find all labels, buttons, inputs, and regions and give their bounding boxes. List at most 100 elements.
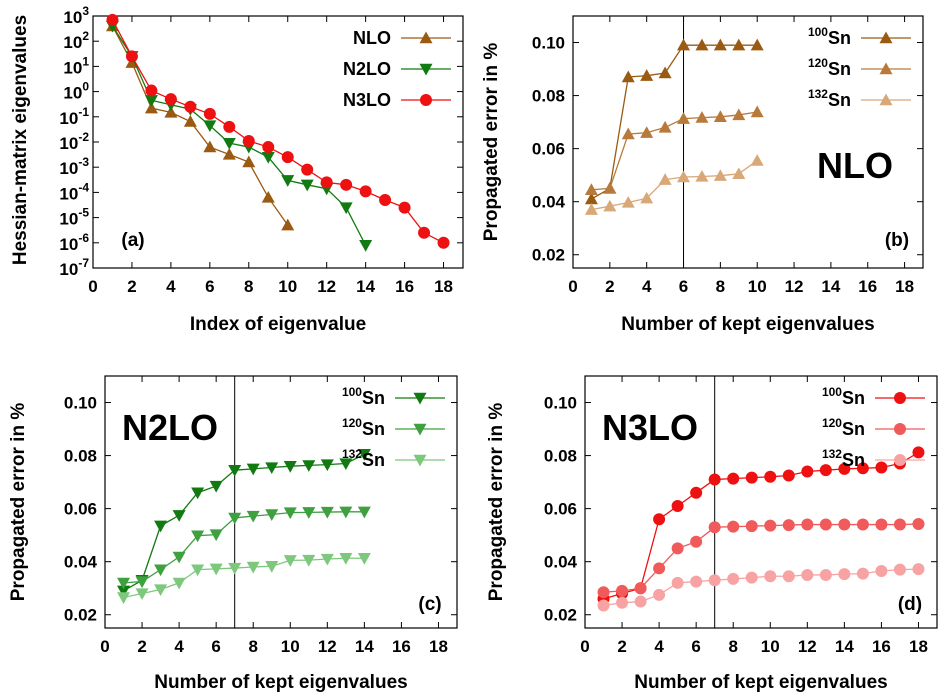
- data-point: [209, 529, 223, 542]
- data-point: [357, 449, 371, 461]
- y-tick-label: 0.04: [532, 193, 566, 212]
- legend-marker: [419, 63, 433, 76]
- series-N3LO: [106, 13, 450, 249]
- y-tick-label: 103: [63, 4, 89, 27]
- legend-label: N3LO: [343, 90, 391, 110]
- x-tick-label: 16: [872, 637, 891, 656]
- legend: 100Sn 120Sn 132Sn: [342, 385, 445, 470]
- chart-panel-3: 0 2 4 6 8 10 12 14 16 18 0.02 0.04 0.06 0.08 0.10 Numbe…: [8, 375, 458, 693]
- data-point: [727, 572, 740, 585]
- data-point: [801, 465, 814, 478]
- series-line: [591, 44, 758, 200]
- data-point: [653, 588, 666, 601]
- series-Sn-120: [597, 518, 925, 599]
- data-point: [677, 170, 691, 183]
- data-point: [621, 195, 635, 208]
- data-point: [320, 459, 334, 472]
- data-point: [690, 535, 703, 548]
- data-point: [398, 201, 411, 214]
- series-Sn-120: [584, 105, 764, 195]
- data-point: [191, 564, 205, 577]
- data-point: [357, 553, 371, 565]
- x-tick-label: 6: [211, 637, 220, 656]
- y-axis-label: Propagated error in %: [8, 403, 29, 602]
- data-point: [671, 576, 684, 589]
- data-point: [320, 506, 334, 519]
- legend-label: 132Sn: [822, 447, 865, 470]
- legend-marker: [413, 392, 427, 405]
- x-tick-label: 8: [716, 277, 725, 296]
- data-point: [246, 561, 260, 574]
- data-point: [750, 105, 764, 118]
- y-tick-label: 0.10: [532, 34, 565, 53]
- data-point: [281, 218, 295, 231]
- data-point: [912, 563, 925, 576]
- plot-frame: [104, 375, 458, 629]
- data-point: [584, 183, 598, 195]
- y-tick-label: 0.06: [64, 500, 97, 519]
- x-tick-label: 12: [798, 637, 817, 656]
- x-tick-label: 10: [278, 277, 297, 296]
- legend-marker: [413, 423, 427, 436]
- legend-label: 132Sn: [342, 447, 385, 470]
- data-point: [154, 564, 168, 577]
- data-point: [261, 190, 275, 203]
- data-point: [164, 105, 178, 118]
- x-tick-label: 6: [691, 637, 700, 656]
- series-line: [603, 523, 919, 593]
- legend-marker: [413, 454, 427, 467]
- y-tick-label: 101: [63, 54, 89, 77]
- panel-letter: (c): [418, 594, 441, 615]
- chart-panel-1: 0 2 4 6 8 10 12 14 16 1810-710-610-510-410-310-21…: [10, 4, 464, 335]
- data-point: [283, 507, 297, 520]
- data-point: [838, 462, 851, 475]
- data-point: [713, 110, 727, 122]
- data-point: [125, 50, 138, 63]
- x-tick-label: 0: [100, 637, 109, 656]
- x-tick-label: 6: [679, 277, 688, 296]
- y-tick-label: 10-3: [59, 155, 89, 178]
- data-point: [261, 151, 275, 164]
- data-point: [782, 519, 795, 532]
- data-point: [242, 134, 255, 147]
- x-tick-label: 12: [318, 637, 337, 656]
- data-point: [300, 179, 314, 192]
- data-point: [838, 568, 851, 581]
- y-tick-label: 0.02: [532, 246, 565, 265]
- data-point: [339, 458, 353, 471]
- data-point: [677, 112, 691, 124]
- data-point: [265, 462, 279, 475]
- series-line: [591, 160, 758, 211]
- y-tick-label: 0.04: [64, 553, 98, 572]
- x-tick-label: 14: [356, 277, 375, 296]
- data-point: [191, 530, 205, 543]
- x-tick-label: 4: [654, 637, 664, 656]
- data-point: [584, 192, 598, 205]
- x-tick-label: 12: [785, 277, 804, 296]
- x-tick-label: 10: [748, 277, 767, 296]
- series-Sn-120: [117, 506, 371, 590]
- data-point: [653, 513, 666, 526]
- data-point: [283, 460, 297, 473]
- data-point: [379, 193, 392, 206]
- data-point: [782, 570, 795, 583]
- series-Sn-132: [584, 154, 764, 215]
- data-point: [281, 175, 295, 187]
- x-tick-label: 2: [617, 637, 626, 656]
- data-point: [222, 147, 236, 160]
- data-point: [320, 553, 334, 566]
- panel-letter: (d): [898, 594, 922, 615]
- y-tick-label: 0.10: [544, 394, 577, 413]
- x-tick-label: 18: [429, 637, 448, 656]
- data-point: [893, 563, 906, 576]
- data-point: [713, 169, 727, 181]
- legend: NLO N2LO N3LO: [343, 28, 451, 110]
- x-tick-label: 12: [317, 277, 336, 296]
- data-point: [819, 518, 832, 531]
- data-point: [764, 570, 777, 583]
- y-tick-label: 10-7: [59, 256, 89, 279]
- data-point: [708, 574, 721, 587]
- data-point: [302, 507, 316, 519]
- data-point: [856, 567, 869, 580]
- data-point: [856, 462, 869, 475]
